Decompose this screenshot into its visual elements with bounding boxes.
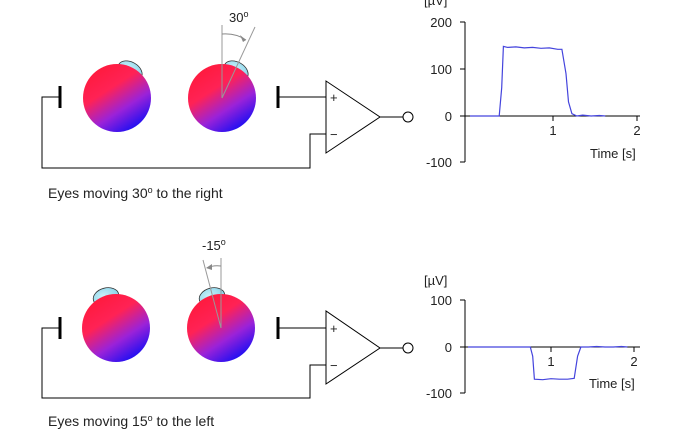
wire-loop-1 (41, 96, 326, 169)
amplifier-1 (325, 80, 381, 154)
chart-2-xtick-label-1: 1 (547, 354, 554, 369)
chart-2-xtick-label-2: 2 (630, 354, 637, 369)
amp-minus-1: − (330, 127, 338, 142)
output-terminal-2 (402, 342, 414, 354)
amp-minus-2: − (330, 358, 338, 373)
angle-arrowhead-1 (240, 35, 246, 42)
panel-1: 30o + − Eyes moving 30o to the right 200… (41, 0, 641, 201)
chart-1-ylabel: [µV] (424, 0, 447, 8)
eyeball-2a (82, 294, 150, 362)
eyeball-1a (83, 64, 151, 132)
wire-loop-2 (41, 327, 326, 399)
chart-1-xtick-label-2: 2 (633, 123, 640, 138)
chart-1: 200 100 0 -100 1 2 [µV] Time [s] (424, 0, 641, 170)
eye-left-2 (82, 287, 150, 362)
chart-2-series-line (468, 345, 628, 381)
chart-1-ytick-label-200: 200 (430, 15, 452, 30)
chart-2-ytick-label-0: 0 (445, 340, 452, 355)
caption-2: Eyes moving 15o to the left (48, 413, 214, 429)
amplifier-2 (325, 310, 381, 385)
caption-1: Eyes moving 30o to the right (48, 185, 223, 201)
angle-label-2: -15o (202, 237, 226, 253)
chart-1-xtick-label-1: 1 (549, 123, 556, 138)
angle-gaze-line-1 (221, 26, 256, 99)
eye-left-1 (83, 60, 151, 132)
amp-plus-1: + (330, 90, 338, 105)
chart-1-ytick-label-0: 0 (445, 109, 452, 124)
amp-plus-2: + (330, 321, 338, 336)
chart-2: 100 0 -100 1 2 [µV] Time [s] (424, 273, 640, 401)
chart-1-series-line (470, 45, 606, 117)
angle-label-1: 30o (229, 9, 248, 25)
chart-1-ytick-label-neg100: -100 (426, 155, 452, 170)
panel-2: -15o + − Eyes moving 15o to the left 100… (41, 237, 640, 429)
output-terminal-1 (402, 111, 414, 123)
chart-1-xlabel: Time [s] (590, 146, 636, 161)
chart-2-ytick-label-neg100: -100 (426, 386, 452, 401)
angle-arrowhead-2 (206, 264, 212, 270)
chart-2-ylabel: [µV] (424, 273, 447, 288)
angle-gaze-line-2 (202, 259, 222, 329)
chart-1-ytick-label-100: 100 (430, 62, 452, 77)
chart-2-ytick-label-100: 100 (430, 293, 452, 308)
chart-2-xlabel: Time [s] (589, 376, 635, 391)
